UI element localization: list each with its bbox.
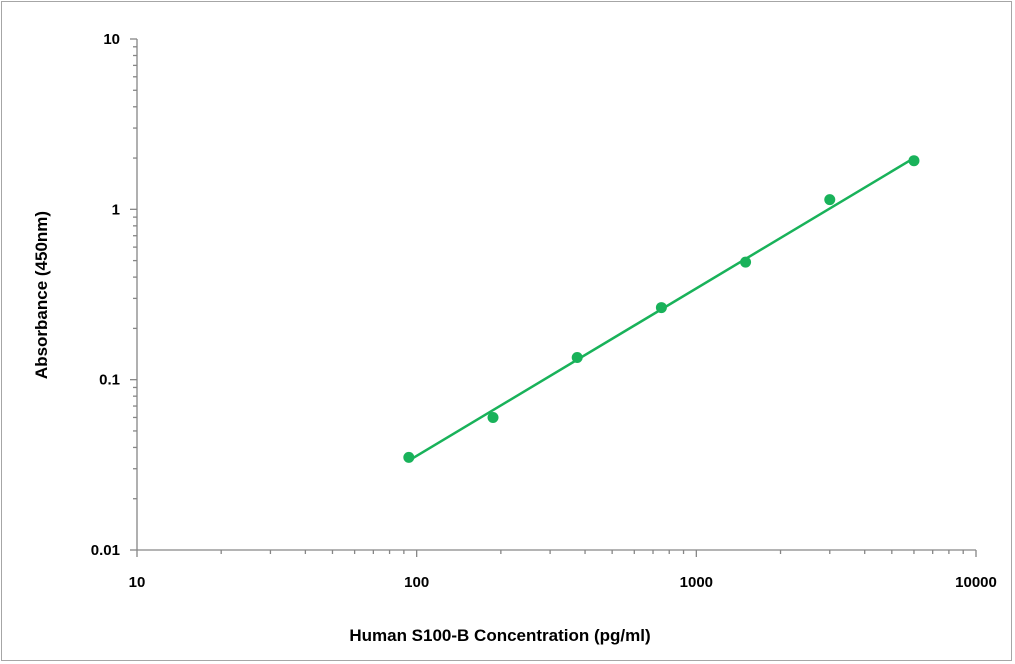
y-tick-label: 0.1 [99, 372, 120, 389]
data-point [487, 411, 499, 423]
data-point [571, 351, 583, 363]
y-tick-label: 10 [103, 31, 120, 48]
tick-labels: 0.01 0.1 1 10 10 100 1000 10000 [91, 31, 997, 591]
x-tick-label: 10000 [955, 574, 997, 591]
axes [130, 38, 977, 557]
x-axis-title: Human S100-B Concentration (pg/ml) [349, 626, 650, 645]
x-tick-label: 100 [404, 574, 429, 591]
data-point [740, 256, 752, 268]
y-tick-label: 0.01 [91, 542, 120, 559]
x-tick-label: 1000 [680, 574, 713, 591]
y-axis-title: Absorbance (450nm) [32, 211, 51, 379]
y-tick-label: 1 [112, 201, 120, 218]
data-point [655, 302, 667, 314]
data-point [908, 155, 920, 167]
data-point [403, 451, 415, 463]
x-tick-label: 10 [129, 574, 146, 591]
data-points [403, 155, 920, 463]
data-point [824, 194, 836, 206]
